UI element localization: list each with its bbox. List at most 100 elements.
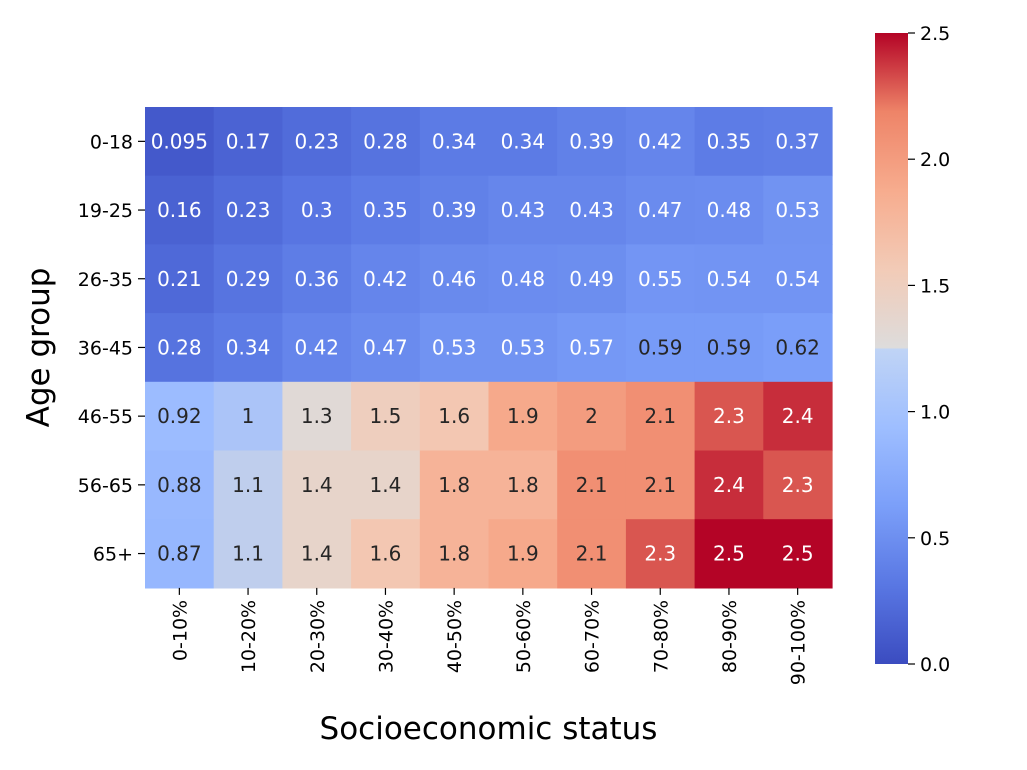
heatmap-cell-labels: 0.095 0.17 0.23 0.28 0.34 0.34 0.39 0.42 0.35 0.3…: [151, 129, 820, 565]
cell-value-label: 0.87: [157, 542, 202, 566]
heatmap-cell: [419, 381, 490, 452]
heatmap-cell: [488, 450, 558, 520]
heatmap-cell: [557, 244, 627, 314]
heatmap-cell: [694, 244, 764, 314]
cell-value-label: 0.42: [363, 267, 408, 291]
colorbar-tick-label: 1.5: [920, 275, 950, 297]
heatmap-cell: [694, 381, 764, 452]
cell-value-label: 1.5: [370, 404, 402, 428]
heatmap-cell: [763, 450, 833, 520]
cell-value-label: 0.57: [569, 335, 614, 359]
heatmap-cell: [488, 313, 558, 383]
heatmap-cell: [213, 244, 283, 314]
cell-value-label: 1: [242, 404, 255, 428]
cell-value-label: 1.8: [507, 473, 539, 497]
heatmap-cell: [282, 519, 352, 589]
x-axis-label: Socioeconomic status: [320, 711, 658, 747]
heatmap-cell: [213, 313, 283, 383]
heatmap-cell: [351, 107, 421, 177]
cell-value-label: 0.55: [638, 267, 683, 291]
cell-value-label: 2.3: [644, 542, 676, 566]
heatmap-cell: [351, 175, 421, 245]
cell-value-label: 1.4: [301, 542, 333, 566]
heatmap-cell: [557, 519, 627, 589]
cell-value-label: 0.21: [157, 267, 202, 291]
cell-value-label: 0.42: [294, 335, 339, 359]
cell-value-label: 1.4: [370, 473, 402, 497]
heatmap-cell: [763, 244, 833, 314]
heatmap-cell: [763, 175, 833, 245]
cell-value-label: 0.53: [501, 335, 546, 359]
cell-value-label: 0.53: [432, 335, 477, 359]
cell-value-label: 0.39: [569, 129, 614, 153]
cell-value-label: 0.28: [363, 129, 408, 153]
cell-value-label: 2.5: [782, 542, 814, 566]
heatmap-cell: [488, 381, 558, 452]
cell-value-label: 2.1: [576, 542, 608, 566]
heatmap-cell: [419, 244, 490, 314]
cell-value-label: 2: [585, 404, 598, 428]
heatmap-cell: [625, 313, 696, 383]
heatmap-cell: [625, 450, 696, 520]
cell-value-label: 2.3: [713, 404, 745, 428]
cell-value-label: 0.23: [294, 129, 339, 153]
y-axis-label: Age group: [21, 268, 57, 428]
x-tick-label: 40-50%: [444, 600, 466, 673]
heatmap-cell: [282, 107, 352, 177]
cell-value-label: 0.53: [775, 198, 820, 222]
heatmap-cell: [145, 175, 215, 245]
x-tick-label: 50-60%: [513, 600, 535, 673]
cell-value-label: 1.9: [507, 542, 539, 566]
colorbar-tick-label: 0.5: [920, 528, 950, 550]
heatmap-cell: [213, 450, 283, 520]
cell-value-label: 1.8: [438, 542, 470, 566]
heatmap-cell: [213, 107, 283, 177]
heatmap-cell: [213, 175, 283, 245]
heatmap-cell: [351, 381, 421, 452]
cell-value-label: 2.1: [644, 404, 676, 428]
heatmap-cell: [419, 313, 490, 383]
heatmap-cell: [419, 519, 490, 589]
cell-value-label: 0.62: [775, 335, 820, 359]
x-tick-label: 0-10%: [169, 600, 191, 661]
cell-value-label: 1.4: [301, 473, 333, 497]
cell-value-label: 0.35: [707, 129, 752, 153]
heatmap-cell: [557, 175, 627, 245]
cell-value-label: 2.5: [713, 542, 745, 566]
cell-value-label: 0.34: [432, 129, 477, 153]
heatmap-cell: [213, 519, 283, 589]
heatmap-cell: [351, 450, 421, 520]
cell-value-label: 0.49: [569, 267, 614, 291]
y-tick-label: 0-18: [90, 131, 133, 153]
heatmap-cell: [282, 450, 352, 520]
cell-value-label: 1.1: [232, 542, 264, 566]
colorbar: [875, 33, 908, 664]
colorbar-tick-label: 2.0: [920, 149, 950, 171]
cell-value-label: 0.88: [157, 473, 202, 497]
heatmap-cell: [694, 107, 764, 177]
cell-value-label: 0.54: [775, 267, 820, 291]
cell-value-label: 0.54: [707, 267, 752, 291]
heatmap-cell: [488, 175, 558, 245]
cell-value-label: 0.29: [226, 267, 271, 291]
cell-value-label: 0.43: [501, 198, 546, 222]
cell-value-label: 0.92: [157, 404, 202, 428]
x-tick-label: 80-90%: [719, 600, 741, 673]
heatmap-cell: [419, 450, 490, 520]
heatmap-cell: [694, 313, 764, 383]
cell-value-label: 1.1: [232, 473, 264, 497]
cell-value-label: 0.43: [569, 198, 614, 222]
heatmap-cell: [419, 107, 490, 177]
heatmap-cell: [763, 313, 833, 383]
cell-value-label: 0.28: [157, 335, 202, 359]
cell-value-label: 0.48: [501, 267, 546, 291]
cell-value-label: 0.3: [301, 198, 333, 222]
cell-value-label: 0.37: [775, 129, 820, 153]
heatmap-cell: [625, 175, 696, 245]
y-tick-label: 19-25: [78, 200, 133, 222]
cell-value-label: 0.34: [226, 335, 271, 359]
y-axis-ticks: 0-18 19-25 26-35 36-45 46-55 56-65 65+: [78, 131, 145, 566]
heatmap-cell: [488, 107, 558, 177]
heatmap-cell: [557, 107, 627, 177]
